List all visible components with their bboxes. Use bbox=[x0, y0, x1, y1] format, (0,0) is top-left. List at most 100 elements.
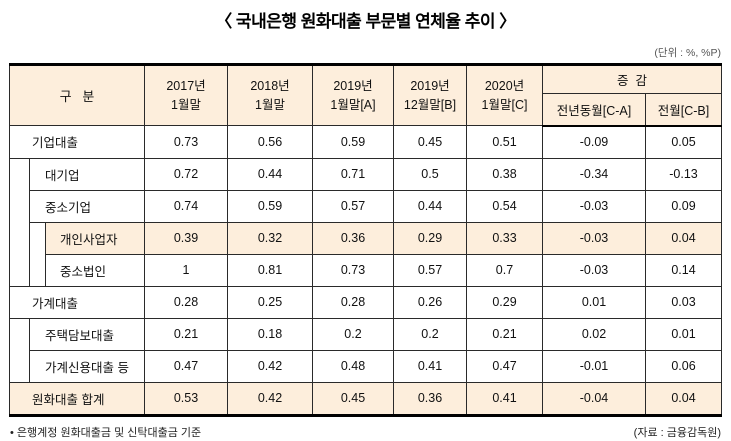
cell-value: -0.09 bbox=[542, 125, 646, 159]
cell-value: 0.48 bbox=[312, 349, 394, 383]
cell-value: 0.47 bbox=[144, 349, 228, 383]
header-change-group: 증 감 bbox=[541, 63, 723, 95]
cell-value: -0.01 bbox=[542, 349, 646, 383]
cell-value: -0.04 bbox=[542, 381, 646, 416]
table-row: 가계대출 0.28 0.25 0.28 0.26 0.29 0.01 0.03 bbox=[9, 285, 723, 319]
cell-value: 0.09 bbox=[644, 189, 723, 223]
cell-value: 0.04 bbox=[644, 221, 723, 255]
cell-value: 0.21 bbox=[144, 317, 228, 351]
header-2019-jan-a: 2019년 1월말[A] bbox=[312, 64, 394, 126]
header-2018-jan: 2018년 1월말 bbox=[227, 64, 313, 126]
cell-value: 0.18 bbox=[227, 317, 313, 351]
cell-value: 0.73 bbox=[312, 253, 394, 287]
cell-value: 0.14 bbox=[644, 253, 723, 287]
header-change-yoy: 전년동월[C-A] bbox=[542, 93, 646, 127]
cell-value: 0.41 bbox=[393, 349, 467, 383]
cell-value: 0.21 bbox=[466, 317, 543, 351]
cell-value: 0.29 bbox=[393, 221, 467, 255]
cell-value: 0.01 bbox=[542, 285, 646, 319]
table-row: 개인사업자 0.39 0.32 0.36 0.29 0.33 -0.03 0.04 bbox=[10, 221, 723, 287]
cell-value: 0.42 bbox=[227, 349, 313, 383]
row-label: 원화대출 합계 bbox=[9, 381, 145, 416]
row-label: 주택담보대출 bbox=[29, 317, 145, 351]
header-category: 구 분 bbox=[9, 64, 145, 126]
cell-value: 0.38 bbox=[466, 157, 543, 191]
cell-value: 0.33 bbox=[466, 221, 543, 255]
cell-value: 0.71 bbox=[312, 157, 394, 191]
cell-value: 0.32 bbox=[227, 221, 313, 255]
cell-value: 0.29 bbox=[466, 285, 543, 319]
row-label: 대기업 bbox=[29, 157, 145, 191]
cell-value: 0.57 bbox=[393, 253, 467, 287]
footnote: • 은행계정 원화대출금 및 신탁대출금 기준 bbox=[10, 426, 202, 439]
cell-value: 0.26 bbox=[393, 285, 467, 319]
row-label: 가계신용대출 등 bbox=[29, 349, 145, 383]
cell-value: 0.74 bbox=[144, 189, 228, 223]
footer: • 은행계정 원화대출금 및 신탁대출금 기준 (자료 : 금융감독원) bbox=[10, 424, 721, 440]
cell-value: 0.2 bbox=[393, 317, 467, 351]
cell-value: 0.28 bbox=[312, 285, 394, 319]
cell-value: -0.34 bbox=[542, 157, 646, 191]
cell-value: 0.2 bbox=[312, 317, 394, 351]
cell-value: 0.54 bbox=[466, 189, 543, 223]
cell-value: 0.45 bbox=[393, 125, 467, 159]
cell-value: 0.81 bbox=[227, 253, 313, 287]
cell-value: 0.36 bbox=[312, 221, 394, 255]
header-2020-jan-c: 2020년 1월말[C] bbox=[466, 64, 543, 126]
cell-value: -0.03 bbox=[542, 253, 646, 287]
cell-value: -0.03 bbox=[542, 189, 646, 223]
row-label: 개인사업자 bbox=[45, 221, 145, 255]
cell-value: 0.41 bbox=[466, 381, 543, 416]
row-label: 중소기업 bbox=[29, 189, 145, 223]
cell-value: 0.72 bbox=[144, 157, 228, 191]
cell-value: 0.42 bbox=[227, 381, 313, 416]
cell-value: 0.01 bbox=[644, 317, 723, 351]
cell-value: 0.45 bbox=[312, 381, 394, 416]
header-2017-jan: 2017년 1월말 bbox=[144, 64, 228, 126]
delinquency-rate-table: 구 분 2017년 1월말 2018년 1월말 2019년 1월말[A] 201… bbox=[9, 63, 723, 417]
cell-value: 0.06 bbox=[644, 349, 723, 383]
row-label: 기업대출 bbox=[9, 125, 145, 159]
cell-value: 0.25 bbox=[227, 285, 313, 319]
table-row: 중소기업 0.74 0.59 0.57 0.44 0.54 -0.03 0.09 bbox=[10, 189, 723, 223]
cell-value: 0.44 bbox=[393, 189, 467, 223]
row-label: 가계대출 bbox=[9, 285, 145, 319]
page-title: 〈 국내은행 원화대출 부문별 연체율 추이 〉 bbox=[215, 12, 516, 31]
cell-value: 0.05 bbox=[644, 125, 723, 159]
cell-value: 0.59 bbox=[312, 125, 394, 159]
source-note: (자료 : 금융감독원) bbox=[633, 426, 721, 439]
cell-value: 0.04 bbox=[644, 381, 723, 416]
indent-strip bbox=[9, 317, 30, 383]
cell-value: 0.59 bbox=[227, 189, 313, 223]
cell-value: 0.39 bbox=[144, 221, 228, 255]
table-row: 기업대출 0.73 0.56 0.59 0.45 0.51 -0.09 0.05 bbox=[9, 125, 723, 159]
cell-value: 0.36 bbox=[393, 381, 467, 416]
cell-value: 0.47 bbox=[466, 349, 543, 383]
cell-value: 0.57 bbox=[312, 189, 394, 223]
header-row-2: 전년동월[C-A] 전월[C-B] bbox=[10, 93, 723, 127]
header-change-mom: 전월[C-B] bbox=[644, 93, 723, 127]
table-row: 원화대출 합계 0.53 0.42 0.45 0.36 0.41 -0.04 0.04 bbox=[9, 381, 723, 416]
table-row: 중소법인 1 0.81 0.73 0.57 0.7 -0.03 0.14 bbox=[10, 253, 723, 287]
cell-value: 0.5 bbox=[393, 157, 467, 191]
table-row: 주택담보대출 0.21 0.18 0.2 0.2 0.21 0.02 0.01 bbox=[9, 317, 723, 383]
cell-value: 0.51 bbox=[466, 125, 543, 159]
table-row: 대기업 0.72 0.44 0.71 0.5 0.38 -0.34 -0.13 bbox=[9, 157, 723, 287]
cell-value: 0.44 bbox=[227, 157, 313, 191]
cell-value: -0.03 bbox=[542, 221, 646, 255]
cell-value: 0.03 bbox=[644, 285, 723, 319]
cell-value: 0.02 bbox=[542, 317, 646, 351]
indent-strip bbox=[29, 221, 46, 287]
cell-value: 1 bbox=[144, 253, 228, 287]
cell-value: -0.13 bbox=[644, 157, 723, 191]
header-row-1: 구 분 2017년 1월말 2018년 1월말 2019년 1월말[A] 201… bbox=[9, 63, 723, 126]
indent-strip bbox=[9, 157, 30, 287]
row-label: 중소법인 bbox=[45, 253, 145, 287]
cell-value: 0.28 bbox=[144, 285, 228, 319]
cell-value: 0.56 bbox=[227, 125, 313, 159]
table-row: 가계신용대출 등 0.47 0.42 0.48 0.41 0.47 -0.01 0.06 bbox=[10, 349, 723, 383]
cell-value: 0.53 bbox=[144, 381, 228, 416]
unit-note: (단위 : %, %P) bbox=[654, 47, 721, 59]
cell-value: 0.73 bbox=[144, 125, 228, 159]
header-2019-dec-b: 2019년 12월말[B] bbox=[393, 64, 467, 126]
